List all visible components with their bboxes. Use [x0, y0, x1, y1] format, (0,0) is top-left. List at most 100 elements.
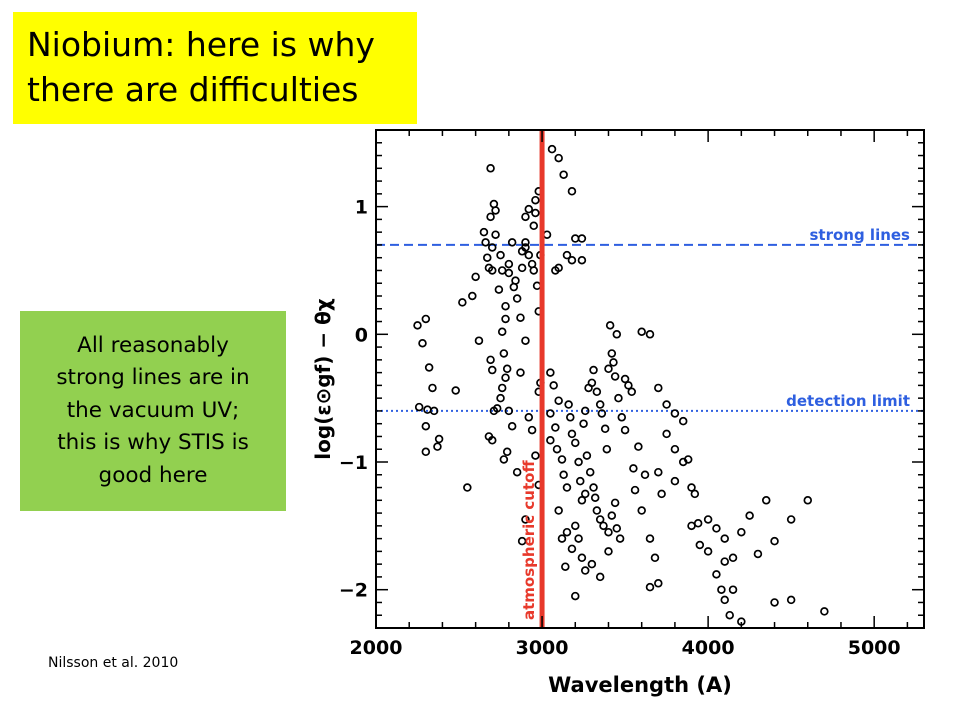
data-point [504, 268, 514, 278]
data-point [582, 451, 592, 460]
plot-marks: strong lines detection limit atmospheric c… [376, 130, 924, 628]
data-point [497, 383, 507, 393]
data-point [650, 553, 660, 563]
data-point [549, 381, 558, 390]
data-point [637, 506, 646, 515]
data-point [662, 429, 671, 439]
data-point [595, 572, 605, 582]
data-point [693, 519, 703, 528]
data-point [720, 595, 729, 605]
data-point [703, 515, 713, 524]
note-line-1: All reasonably [77, 332, 229, 358]
data-point [413, 321, 422, 330]
data-point [717, 585, 726, 594]
data-point [580, 406, 590, 416]
data-point [566, 413, 575, 422]
data-point [609, 358, 618, 367]
data-point [571, 234, 580, 243]
x-axis-label: Wavelength (A) [548, 673, 732, 697]
data-point [546, 409, 555, 418]
data-point [803, 496, 813, 505]
data-point [592, 506, 602, 515]
data-point [491, 230, 500, 239]
data-point [587, 559, 597, 569]
data-point [579, 419, 588, 428]
data-point [571, 591, 580, 601]
data-point [483, 253, 492, 262]
data-point [524, 204, 534, 214]
data-point [486, 164, 495, 173]
data-point [627, 387, 636, 397]
data-point [592, 387, 602, 397]
annotation-note: All reasonably strong lines are in the v… [20, 311, 286, 511]
data-point [683, 455, 693, 464]
data-point [428, 383, 437, 393]
data-point [567, 429, 577, 439]
data-point [557, 534, 567, 543]
data-point [589, 365, 598, 375]
data-point [770, 598, 779, 607]
data-point [529, 221, 539, 231]
data-point [617, 413, 627, 422]
data-point [511, 276, 520, 285]
data-point [574, 457, 583, 467]
data-point [504, 259, 514, 269]
data-point [703, 547, 713, 556]
data-point [524, 250, 534, 260]
data-point [552, 444, 562, 454]
data-point [499, 349, 509, 358]
x-axis-ticks: 2000 3000 4000 5000 [350, 130, 909, 659]
data-point [492, 404, 502, 413]
data-point [712, 570, 721, 579]
data-point [561, 562, 570, 571]
data-point [433, 442, 442, 451]
title-banner: Niobium: here is why there are difficult… [13, 12, 417, 124]
data-point [546, 436, 555, 445]
data-point [585, 467, 595, 477]
y-tick-label: 1 [355, 197, 368, 219]
data-point [599, 521, 608, 531]
data-point [529, 266, 539, 275]
data-point [584, 383, 593, 393]
data-point [512, 294, 522, 303]
y-tick-label: 0 [355, 324, 368, 346]
data-point [521, 336, 530, 345]
data-point [414, 402, 424, 412]
data-point [554, 153, 563, 163]
data-point [607, 511, 617, 520]
data-point [424, 363, 434, 372]
title-line-2: there are difficulties [27, 70, 359, 109]
data-point [497, 327, 507, 337]
data-point [745, 511, 754, 520]
data-point [559, 170, 568, 179]
data-point [720, 534, 729, 543]
data-point [761, 496, 771, 505]
data-point [502, 447, 512, 457]
data-point [577, 553, 587, 563]
data-point [670, 476, 680, 486]
data-point [487, 436, 497, 445]
data-point [471, 272, 480, 282]
data-point [654, 467, 663, 477]
data-point [695, 540, 705, 550]
data-point [487, 243, 497, 252]
data-point [421, 447, 431, 457]
y-tick-label: −1 [339, 452, 368, 474]
data-point [531, 195, 540, 205]
data-point [567, 187, 577, 196]
data-point [571, 438, 580, 448]
data-point [546, 368, 555, 377]
data-point [532, 281, 542, 291]
data-point [458, 298, 467, 307]
data-point [564, 400, 573, 409]
data-point [496, 393, 505, 403]
data-point [516, 368, 525, 377]
data-point [612, 330, 622, 339]
data-point [728, 553, 738, 563]
data-point [654, 579, 663, 588]
data-point [486, 212, 495, 222]
data-point [429, 406, 439, 416]
data-point [645, 534, 655, 543]
data-point [737, 527, 746, 537]
data-point [562, 527, 572, 537]
